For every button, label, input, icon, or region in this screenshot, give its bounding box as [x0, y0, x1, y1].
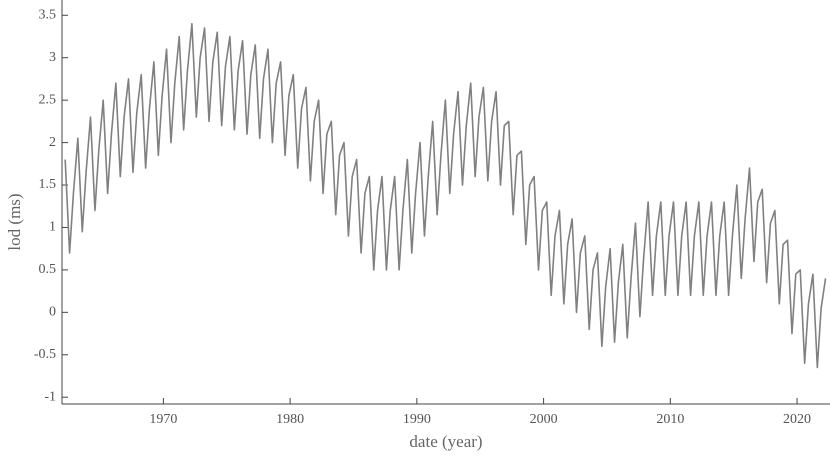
y-tick-label: 3.5	[39, 7, 57, 22]
x-tick-label: 1970	[149, 412, 177, 427]
y-tick-label: 1.5	[39, 177, 57, 192]
x-tick-label: 1990	[403, 412, 431, 427]
y-tick-label: 1	[49, 220, 56, 235]
x-tick-label: 2010	[656, 412, 684, 427]
y-tick-label: 0.5	[39, 262, 57, 277]
x-axis-label: date (year)	[409, 432, 482, 451]
y-tick-label: 2.5	[39, 92, 57, 107]
y-tick-label: 0	[49, 305, 56, 320]
y-tick-label: 2	[49, 135, 56, 150]
data-line	[64, 22, 827, 369]
y-tick-label: 3	[49, 50, 56, 65]
y-tick-label: -0.5	[34, 347, 56, 362]
x-tick-label: 2020	[783, 412, 811, 427]
y-axis-label: lod (ms)	[5, 193, 24, 250]
y-tick-label: -1	[44, 389, 56, 404]
x-tick-label: 2000	[530, 412, 558, 427]
x-tick-label: 1980	[276, 412, 304, 427]
